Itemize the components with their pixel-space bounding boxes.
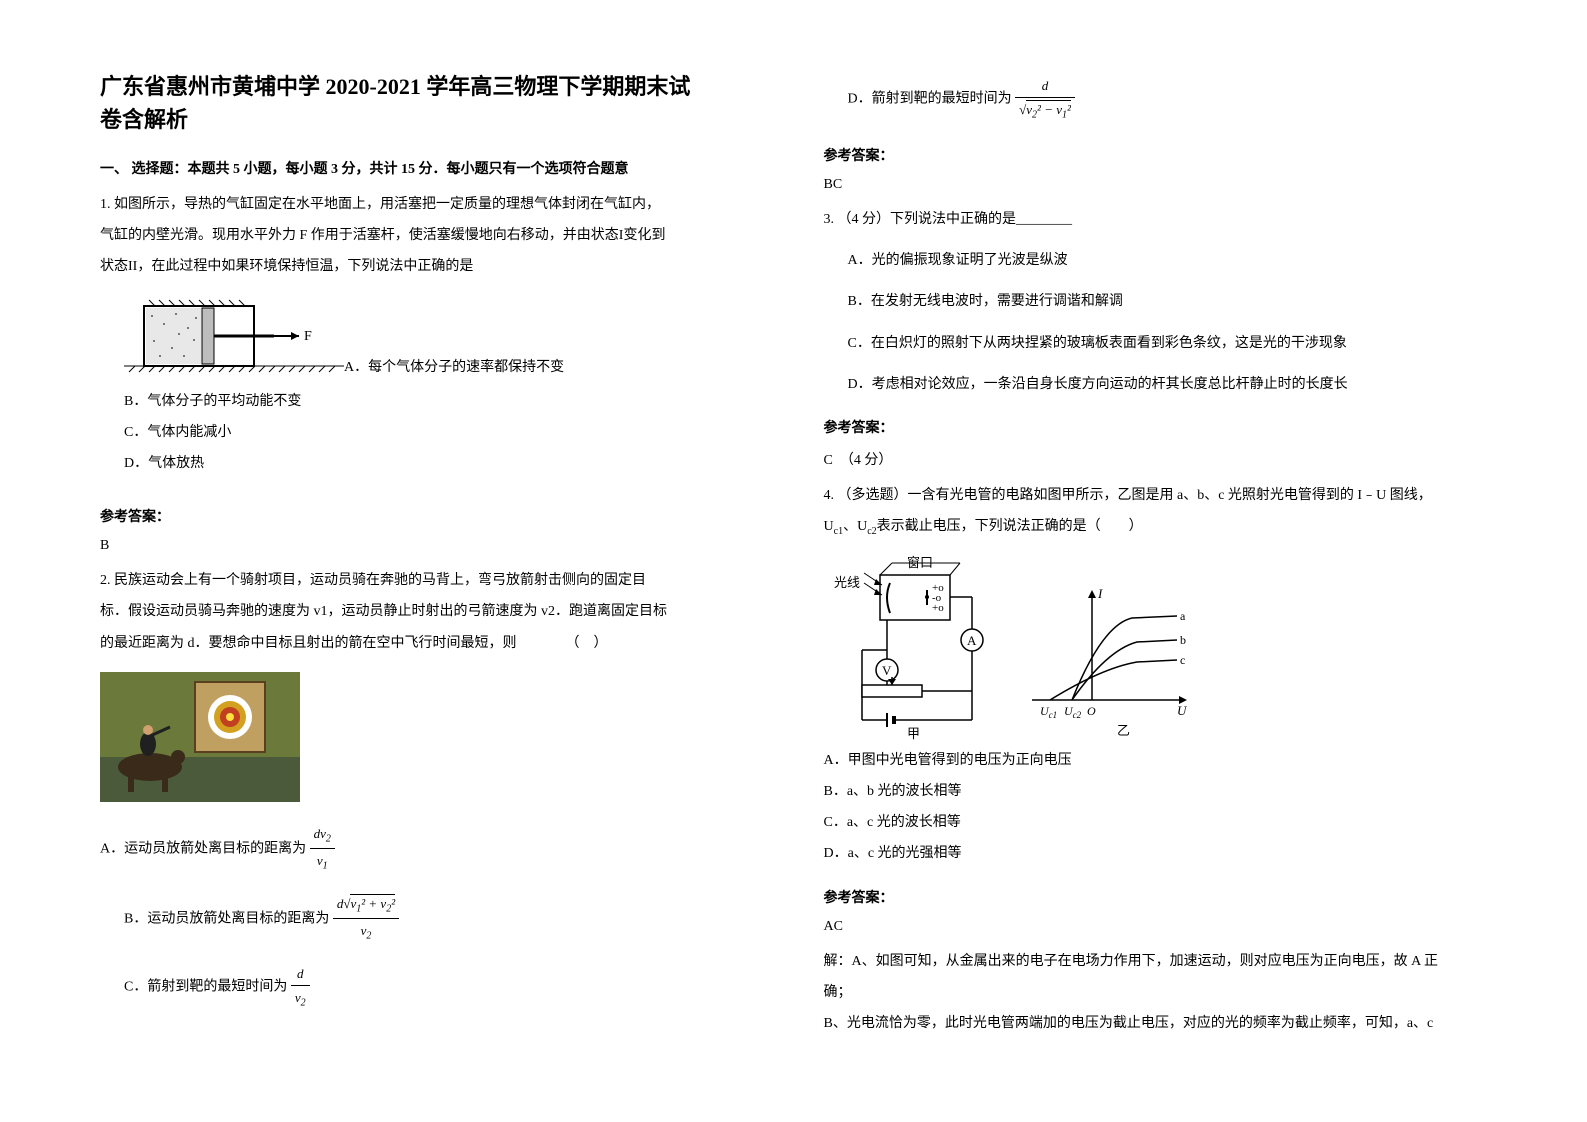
svg-text:Uc2: Uc2 bbox=[1064, 704, 1082, 720]
title-line-2: 卷含解析 bbox=[100, 107, 188, 132]
q2-optC-text: C．箭射到靶的最短时间为 bbox=[124, 980, 287, 995]
q1-cylinder-diagram: F bbox=[124, 296, 344, 379]
q3-stem: 3. （4 分）下列说法中正确的是________ bbox=[824, 207, 1488, 232]
svg-text:b: b bbox=[1180, 633, 1186, 647]
q4-stem-1: 4. （多选题）一含有光电管的电路如图甲所示，乙图是用 a、b、c 光照射光电管… bbox=[824, 483, 1488, 508]
q2-answer: BC bbox=[824, 177, 1488, 193]
q4-diagrams: 窗口 光线 +o -o +o A bbox=[832, 555, 1488, 740]
q4-circuit-diagram: 窗口 光线 +o -o +o A bbox=[832, 555, 992, 740]
q3-option-c: C．在白炽灯的照射下从两块捏紧的玻璃板表面看到彩色条纹，这是光的干涉现象 bbox=[848, 331, 1488, 356]
q4-expl-3: B、光电流恰为零，此时光电管两端加的电压为截止电压，对应的光的频率为截止频率，可… bbox=[824, 1011, 1488, 1036]
q3-option-d: D．考虑相对论效应，一条沿自身长度方向运动的杆其长度总比杆静止时的长度长 bbox=[848, 372, 1488, 397]
svg-text:A: A bbox=[967, 633, 977, 648]
q1-stem-2: 气缸的内壁光滑。现用水平外力 F 作用于活塞杆，使活塞缓慢地向右移动，并由状态I… bbox=[100, 223, 764, 248]
q2-option-c: C．箭射到靶的最短时间为 d v2 bbox=[124, 962, 764, 1013]
q1-option-b: B．气体分子的平均动能不变 bbox=[124, 389, 764, 414]
q4-answer: AC bbox=[824, 919, 1488, 935]
q4-answer-label: 参考答案： bbox=[824, 887, 1488, 907]
q2-optD-formula: d √v2² − v1² bbox=[1015, 74, 1075, 125]
right-column: D．箭射到靶的最短时间为 d √v2² − v1² 参考答案： BC 3. （4… bbox=[824, 70, 1488, 1082]
svg-text:F: F bbox=[304, 329, 312, 344]
q4-option-d: D．a、c 光的光强相等 bbox=[824, 841, 1488, 866]
q3-answer: C （4 分） bbox=[824, 449, 1488, 469]
q2-answer-label: 参考答案： bbox=[824, 145, 1488, 165]
svg-text:I: I bbox=[1097, 586, 1103, 601]
paper-title: 广东省惠州市黄埔中学 2020-2021 学年高三物理下学期期末试 卷含解析 bbox=[100, 70, 764, 136]
q1-answer: B bbox=[100, 538, 764, 554]
q4-option-c: C．a、c 光的波长相等 bbox=[824, 810, 1488, 835]
q3-answer-label: 参考答案： bbox=[824, 417, 1488, 437]
q2-optB-formula: d√v1² + v2² v2 bbox=[333, 892, 399, 946]
q4-stem-2: Uc1、Uc2表示截止电压，下列说法正确的是（ ） bbox=[824, 514, 1488, 541]
q2-optA-formula: dv2 v1 bbox=[310, 822, 335, 876]
q2-option-a: A．运动员放箭处离目标的距离为 dv2 v1 bbox=[100, 822, 764, 876]
svg-text:+o: +o bbox=[932, 602, 944, 614]
q1-stem-3: 状态II，在此过程中如果环境保持恒温，下列说法中正确的是 bbox=[100, 254, 764, 279]
q2-stem-2: 标．假设运动员骑马奔驰的速度为 v1，运动员静止时射出的弓箭速度为 v2．跑道离… bbox=[100, 599, 764, 624]
q2-optB-text: B．运动员放箭处离目标的距离为 bbox=[124, 911, 329, 926]
svg-text:甲: 甲 bbox=[907, 726, 920, 740]
svg-text:c: c bbox=[1180, 653, 1185, 667]
q2-stem-3: 的最近距离为 d．要想命中目标且射出的箭在空中飞行时间最短，则 （ ） bbox=[100, 631, 764, 656]
q1-option-d: D．气体放热 bbox=[124, 451, 764, 476]
q1-answer-label: 参考答案： bbox=[100, 506, 764, 526]
svg-text:O: O bbox=[1087, 704, 1096, 718]
q3-option-a: A．光的偏振现象证明了光波是纵波 bbox=[848, 248, 1488, 273]
q2-option-d: D．箭射到靶的最短时间为 d √v2² − v1² bbox=[848, 74, 1488, 125]
left-column: 广东省惠州市黄埔中学 2020-2021 学年高三物理下学期期末试 卷含解析 一… bbox=[100, 70, 764, 1082]
q2-optA-text: A．运动员放箭处离目标的距离为 bbox=[100, 841, 306, 856]
q4-expl-2: 确； bbox=[824, 980, 1488, 1005]
q4-option-a: A．甲图中光电管得到的电压为正向电压 bbox=[824, 748, 1488, 773]
svg-text:a: a bbox=[1180, 609, 1186, 623]
q1-diagram-row: F A．每个气体分子的速率都保持不变 bbox=[100, 286, 764, 389]
q2-optD-text: D．箭射到靶的最短时间为 bbox=[848, 92, 1012, 107]
q2-stem-1: 2. 民族运动会上有一个骑射项目，运动员骑在奔驰的马背上，弯弓放箭射击侧向的固定… bbox=[100, 568, 764, 593]
q4-iu-graph: I U O Uc1 Uc2 a b c 乙 bbox=[1022, 580, 1192, 740]
svg-text:V: V bbox=[882, 663, 892, 678]
q1-option-c: C．气体内能减小 bbox=[124, 420, 764, 445]
svg-text:Uc1: Uc1 bbox=[1040, 704, 1057, 720]
title-line-1: 广东省惠州市黄埔中学 2020-2021 学年高三物理下学期期末试 bbox=[100, 74, 690, 99]
q2-photo bbox=[100, 672, 300, 802]
q4-expl-1: 解：A、如图可知，从金属出来的电子在电场力作用下，加速运动，则对应电压为正向电压… bbox=[824, 949, 1488, 974]
q2-optC-formula: d v2 bbox=[291, 962, 310, 1013]
q1-option-a: A．每个气体分子的速率都保持不变 bbox=[344, 355, 564, 380]
svg-text:U: U bbox=[1177, 703, 1188, 718]
svg-text:光线: 光线 bbox=[834, 575, 860, 590]
q2-option-b: B．运动员放箭处离目标的距离为 d√v1² + v2² v2 bbox=[124, 892, 764, 946]
svg-text:乙: 乙 bbox=[1117, 723, 1130, 738]
q3-option-b: B．在发射无线电波时，需要进行调谐和解调 bbox=[848, 289, 1488, 314]
q1-stem-1: 1. 如图所示，导热的气缸固定在水平地面上，用活塞把一定质量的理想气体封闭在气缸… bbox=[100, 192, 764, 217]
q4-option-b: B．a、b 光的波长相等 bbox=[824, 779, 1488, 804]
section-1-heading: 一、 选择题：本题共 5 小题，每小题 3 分，共计 15 分．每小题只有一个选… bbox=[100, 158, 764, 178]
